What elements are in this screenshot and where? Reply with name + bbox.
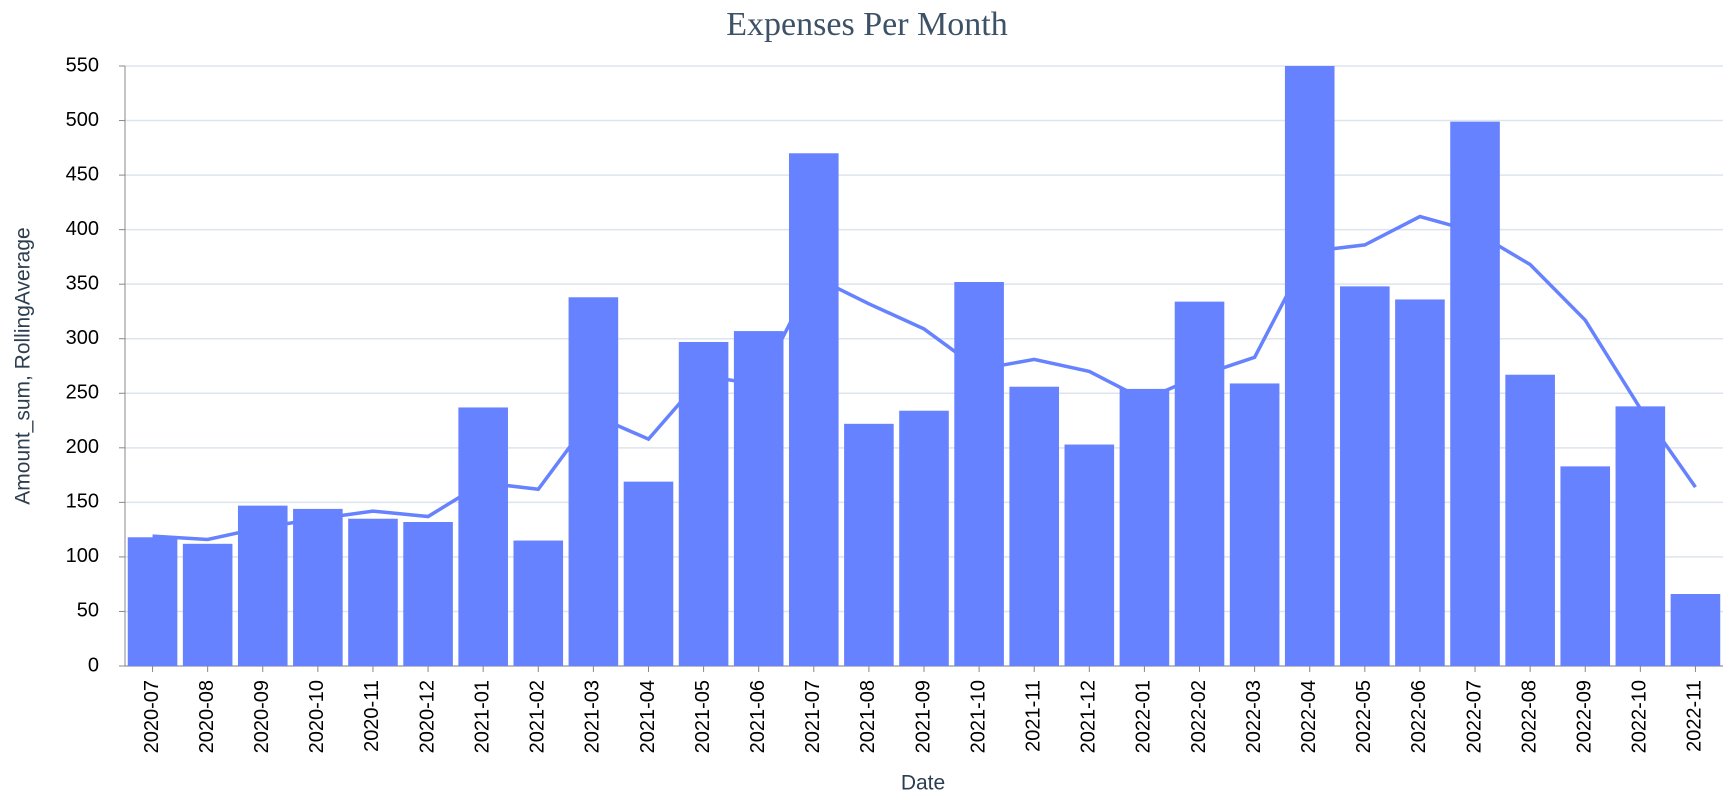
x-tick-label: 2021-06 xyxy=(747,680,769,753)
bar xyxy=(1560,466,1611,666)
y-tick-label: 450 xyxy=(66,163,99,185)
line xyxy=(152,214,1697,542)
x-tick-label: 2020-09 xyxy=(251,680,273,753)
bar xyxy=(293,508,343,666)
bar xyxy=(348,518,398,666)
x-tick-label: 2021-05 xyxy=(692,680,714,753)
bar xyxy=(1229,383,1280,666)
bar xyxy=(1670,594,1721,666)
bar xyxy=(1119,388,1170,666)
x-tick-label: 2022-07 xyxy=(1463,680,1485,753)
x-tick-label: 2021-02 xyxy=(527,680,549,753)
bar xyxy=(568,297,619,666)
y-tick-label: 0 xyxy=(88,654,99,676)
y-tick-label: 400 xyxy=(66,218,99,240)
bar xyxy=(127,537,178,666)
y-tick-label: 250 xyxy=(66,382,99,404)
bar xyxy=(513,540,564,666)
x-tick-label: 2021-08 xyxy=(857,680,879,753)
x-tick-label: 2022-02 xyxy=(1188,680,1210,753)
bar xyxy=(1505,374,1555,666)
bar xyxy=(1284,66,1335,666)
bar xyxy=(788,153,839,667)
y-tick-label: 350 xyxy=(66,272,99,294)
bar xyxy=(1450,121,1500,667)
x-tick-label: 2021-04 xyxy=(637,680,659,753)
x-tick-label: 2021-12 xyxy=(1078,680,1100,753)
x-tick-label: 2022-01 xyxy=(1133,680,1155,753)
bar xyxy=(182,543,233,666)
y-tick-label: 300 xyxy=(66,327,99,349)
x-axis-title: Date xyxy=(901,772,945,795)
bar xyxy=(403,522,453,666)
x-tick-label: 2020-12 xyxy=(416,680,438,753)
bar xyxy=(1174,301,1225,666)
y-tick-label: 500 xyxy=(66,109,99,131)
x-tick-label: 2022-05 xyxy=(1353,680,1375,753)
bar xyxy=(954,282,1004,666)
bar xyxy=(623,481,674,666)
bar xyxy=(458,407,508,666)
x-tick-label: 2021-09 xyxy=(912,680,934,753)
bar xyxy=(1395,299,1445,666)
x-tick-label: 2022-06 xyxy=(1408,680,1430,753)
x-tick-label: 2021-01 xyxy=(471,680,493,753)
x-tick-label: 2020-08 xyxy=(196,680,218,753)
x-tick-label: 2022-08 xyxy=(1518,680,1540,753)
x-tick-label: 2022-11 xyxy=(1684,680,1706,752)
x-tick-label: 2021-07 xyxy=(802,680,824,753)
x-tick-label: 2020-07 xyxy=(141,680,163,753)
x-tick-label: 2021-03 xyxy=(582,680,604,753)
x-tick-label: 2022-10 xyxy=(1629,680,1651,753)
y-tick-label: 50 xyxy=(77,600,99,622)
y-tick-label: 550 xyxy=(66,54,99,76)
bar xyxy=(1009,386,1060,666)
x-tick-label: 2020-11 xyxy=(361,680,383,752)
x-tick-label: 2020-10 xyxy=(306,680,328,753)
y-tick-label: 150 xyxy=(66,491,99,513)
y-axis-title: Amount_sum, RollingAverage xyxy=(12,227,35,504)
chart-title: Expenses Per Month xyxy=(726,6,1007,43)
bar xyxy=(237,505,288,666)
x-tick-label: 2021-11 xyxy=(1022,680,1044,752)
bar xyxy=(1340,286,1390,666)
x-tick-label: 2022-09 xyxy=(1574,680,1596,753)
bar xyxy=(1064,444,1115,666)
bar xyxy=(844,423,894,666)
x-tick-label: 2022-03 xyxy=(1243,680,1265,753)
bar xyxy=(733,331,784,666)
x-tick-label: 2021-10 xyxy=(967,680,989,753)
bar xyxy=(899,410,949,666)
x-tick-label: 2022-04 xyxy=(1298,680,1320,753)
y-tick-label: 100 xyxy=(66,545,99,567)
bar xyxy=(678,342,729,666)
y-tick-label: 200 xyxy=(66,436,99,458)
bar xyxy=(1615,406,1666,666)
